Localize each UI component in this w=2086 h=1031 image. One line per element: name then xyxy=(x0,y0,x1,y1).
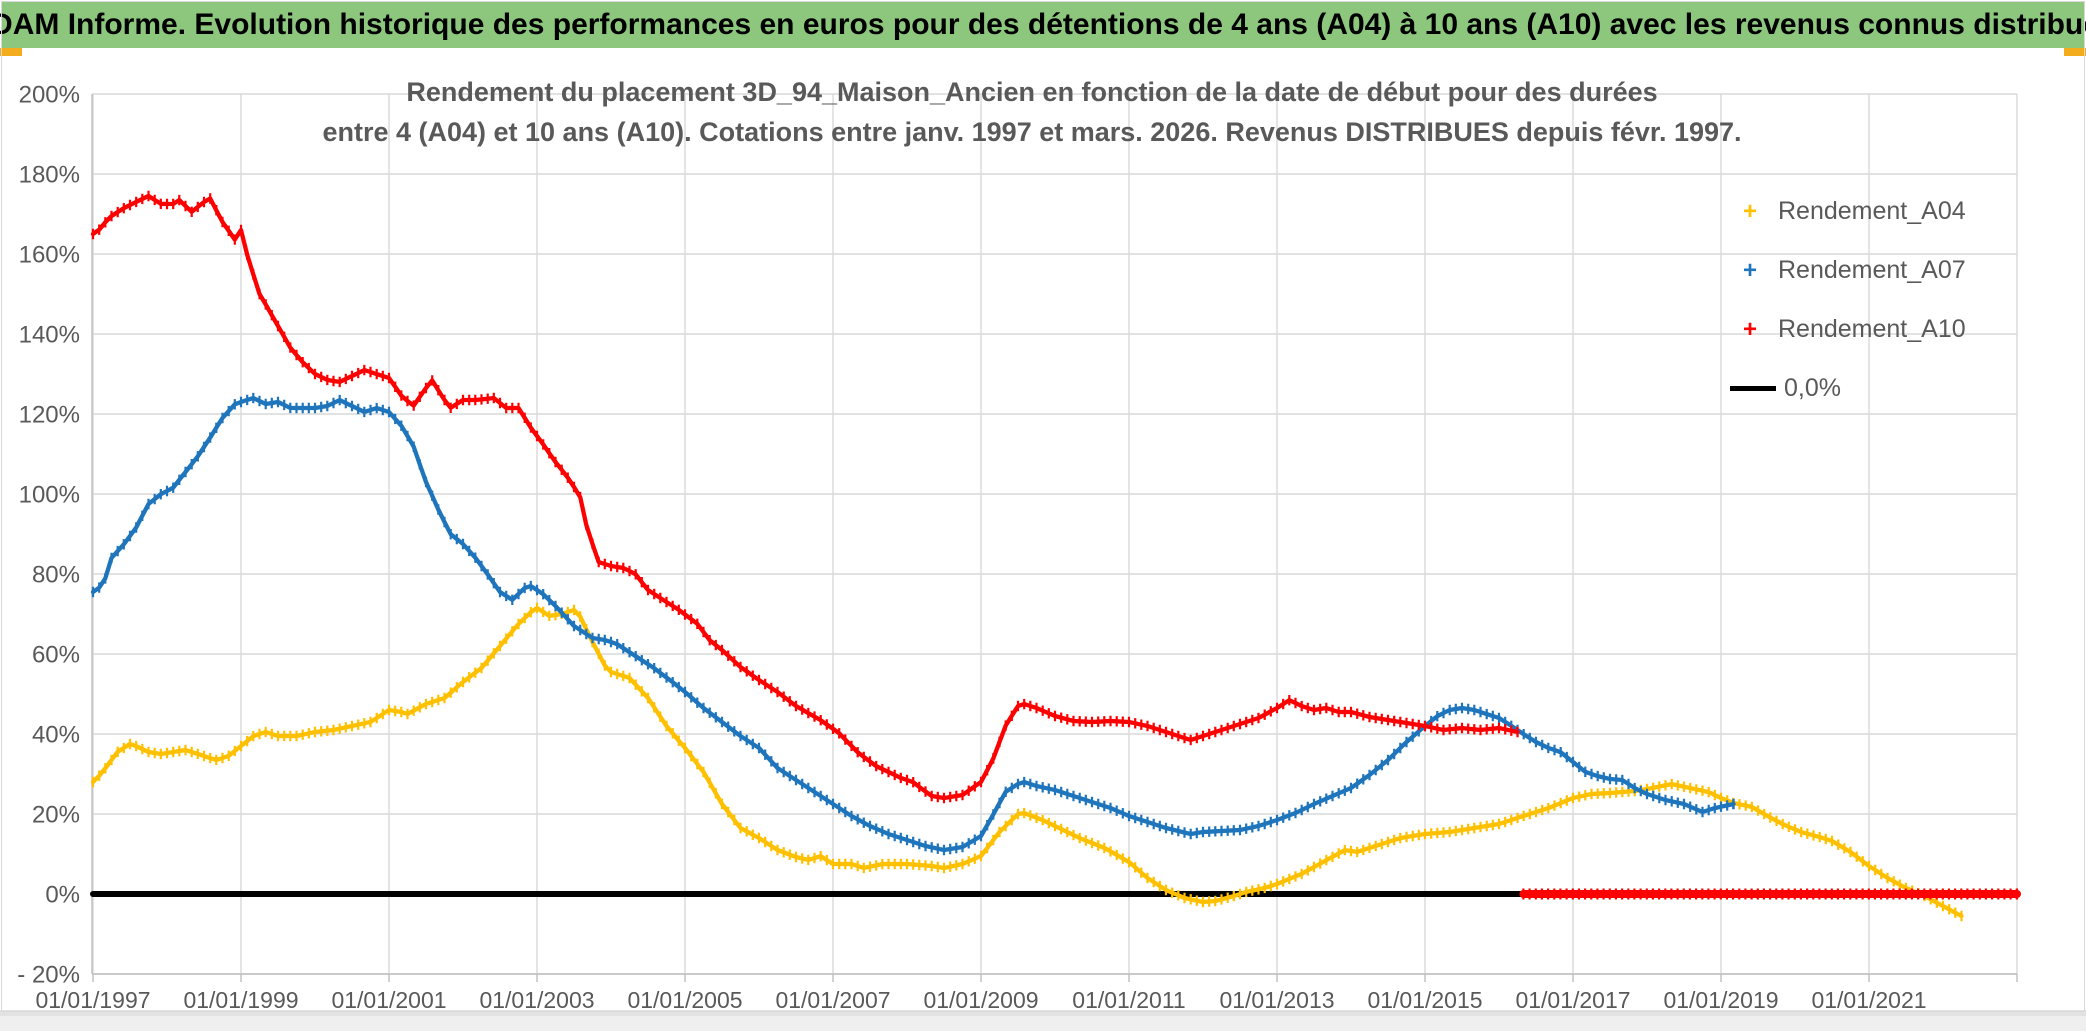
y-axis-tick-label: 140% xyxy=(19,321,80,348)
plus-marker-icon: + xyxy=(1742,256,1757,284)
x-axis-tick-label: 01/01/2007 xyxy=(775,987,890,1013)
legend-item-zero-line[interactable]: 0,0% xyxy=(1730,359,2020,418)
series-line-Rendement_A10 xyxy=(90,193,1520,801)
x-axis-tick-label: 01/01/2015 xyxy=(1367,987,1482,1013)
x-axis-tick-label: 01/01/2017 xyxy=(1515,987,1630,1013)
series-line-Rendement_A07 xyxy=(90,395,1736,853)
y-axis-tick-label: - 20% xyxy=(17,961,80,988)
series-plus-markers-Rendement_A10_non_connu_zero xyxy=(1522,888,2019,900)
legend-item-label: Rendement_A04 xyxy=(1778,197,1966,225)
y-axis-tick-label: 100% xyxy=(19,481,80,508)
series-plus-markers-Rendement_A04 xyxy=(91,602,1963,922)
x-axis-tick-label: 01/01/2011 xyxy=(1072,987,1185,1013)
legend-item-label: Rendement_A10 xyxy=(1778,315,1966,343)
x-axis-tick-label: 01/01/2001 xyxy=(331,987,446,1013)
y-axis-tick-label: 20% xyxy=(32,801,80,828)
x-axis-tick-label: 01/01/2013 xyxy=(1219,987,1334,1013)
chart-legend: + Rendement_A04 + Rendement_A07 + Rendem… xyxy=(1730,182,2020,418)
x-axis-tick-label: 01/01/2019 xyxy=(1663,987,1778,1013)
report-header-bar: ADAM Informe. Evolution historique des p… xyxy=(0,2,2086,48)
series-plus-markers-Rendement_A07 xyxy=(91,392,1735,856)
y-axis-tick-label: 200% xyxy=(19,81,80,108)
x-axis-tick-label: 01/01/1999 xyxy=(183,987,298,1013)
legend-item-label: Rendement_A07 xyxy=(1778,256,1966,284)
x-axis-tick-label: 01/01/1997 xyxy=(35,987,150,1013)
legend-item-rendement-a10[interactable]: + Rendement_A10 xyxy=(1730,300,2020,359)
x-axis-tick-label: 01/01/2005 xyxy=(627,987,742,1013)
y-axis-tick-label: 0% xyxy=(45,881,80,908)
y-axis-tick-label: 80% xyxy=(32,561,80,588)
legend-item-rendement-a07[interactable]: + Rendement_A07 xyxy=(1730,241,2020,300)
axis-lines xyxy=(91,94,2018,982)
x-axis-tick-label: 01/01/2003 xyxy=(479,987,594,1013)
corner-accent-top-left xyxy=(0,48,22,56)
y-axis-tick-label: 120% xyxy=(19,401,80,428)
y-axis-tick-label: 40% xyxy=(32,721,80,748)
report-header-title: ADAM Informe. Evolution historique des p… xyxy=(0,8,2086,41)
legend-item-label: 0,0% xyxy=(1784,374,1841,402)
zero-line-marker-icon xyxy=(1730,386,1776,391)
y-axis-tick-label: 180% xyxy=(19,161,80,188)
x-axis-tick-label: 01/01/2021 xyxy=(1811,987,1926,1013)
gridlines xyxy=(92,93,2018,975)
corner-accent-top-right xyxy=(2064,48,2086,56)
series-line-Rendement_A04 xyxy=(90,605,1964,919)
legend-item-rendement-a04[interactable]: + Rendement_A04 xyxy=(1730,182,2020,241)
bottom-border-strip xyxy=(0,1010,2086,1016)
series-plus-markers-Rendement_A10 xyxy=(91,190,1519,804)
y-axis-tick-label: 160% xyxy=(19,241,80,268)
x-axis-tick-label: 01/01/2009 xyxy=(923,987,1038,1013)
outside-bottom-margin xyxy=(0,1016,2086,1031)
plus-marker-icon: + xyxy=(1742,197,1757,225)
plus-marker-icon: + xyxy=(1742,315,1757,343)
y-axis-tick-label: 60% xyxy=(32,641,80,668)
